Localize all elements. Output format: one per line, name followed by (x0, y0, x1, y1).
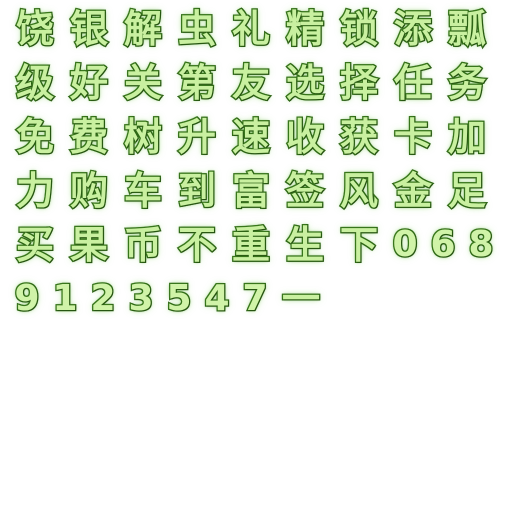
glyph-row-4: 力 购 车 到 富 签 风 金 足 (8, 164, 508, 218)
glyph-yi: 一 (281, 277, 322, 321)
glyph-tian: 添 (393, 7, 434, 51)
glyph-guan: 关 (123, 61, 164, 105)
glyph-jin: 金 (393, 169, 434, 213)
glyph-digit-9: 9 (13, 278, 41, 319)
glyph-shou: 收 (285, 115, 326, 159)
glyph-jing: 精 (285, 7, 326, 51)
glyph-row-5: 买 果 币 不 重 生 下 0 6 8 (8, 218, 508, 272)
glyph-sheng-up: 升 (177, 115, 218, 159)
glyph-dao: 到 (177, 169, 218, 213)
glyph-you: 友 (231, 61, 272, 105)
glyph-digit-0: 0 (391, 224, 419, 265)
glyph-xia: 下 (339, 223, 380, 267)
glyph-bu: 不 (177, 223, 218, 267)
glyph-ren: 任 (393, 61, 434, 105)
glyph-jie: 解 (123, 7, 164, 51)
glyph-digit-5: 5 (165, 278, 193, 319)
glyph-sheng-life: 生 (285, 223, 326, 267)
glyph-fu: 富 (231, 169, 272, 213)
glyph-digit-6: 6 (429, 224, 457, 265)
glyph-piao: 瓢 (447, 7, 488, 51)
glyph-ji: 级 (15, 61, 56, 105)
glyph-shu: 树 (123, 115, 164, 159)
glyph-digit-3: 3 (127, 278, 155, 319)
glyph-row-2: 级 好 关 第 友 选 择 任 务 (8, 56, 508, 110)
glyph-guo: 果 (69, 223, 110, 267)
glyph-chong: 虫 (177, 7, 218, 51)
glyph-qian: 签 (285, 169, 326, 213)
glyph-ze: 择 (339, 61, 380, 105)
glyph-row-3: 免 费 树 升 速 收 获 卡 加 (8, 110, 508, 164)
glyph-di: 第 (177, 61, 218, 105)
glyph-row-6: 9 1 2 3 5 4 7 一 (8, 272, 508, 326)
glyph-bi: 币 (123, 223, 164, 267)
glyph-digit-4: 4 (203, 278, 231, 319)
glyph-huo: 获 (339, 115, 380, 159)
glyph-row-1: 饶 银 解 虫 礼 精 锁 添 瓢 (8, 2, 508, 56)
glyph-rao: 饶 (15, 7, 56, 51)
glyph-mai: 买 (15, 223, 56, 267)
glyph-xuan: 选 (285, 61, 326, 105)
glyph-gou: 购 (69, 169, 110, 213)
glyph-che: 车 (123, 169, 164, 213)
glyph-li-power: 力 (15, 169, 56, 213)
glyph-zu: 足 (447, 169, 488, 213)
glyph-digit-1: 1 (51, 278, 79, 319)
glyph-feng: 风 (339, 169, 380, 213)
glyph-jia: 加 (447, 115, 488, 159)
glyph-hao: 好 (69, 61, 110, 105)
glyph-suo: 锁 (339, 7, 380, 51)
glyph-atlas: 饶 银 解 虫 礼 精 锁 添 瓢 级 好 关 第 友 选 择 任 务 免 费 … (8, 2, 508, 332)
glyph-yin: 银 (69, 7, 110, 51)
glyph-mian: 免 (15, 115, 56, 159)
glyph-fei: 费 (69, 115, 110, 159)
glyph-wu: 务 (447, 61, 488, 105)
glyph-digit-8: 8 (467, 224, 495, 265)
glyph-ka: 卡 (393, 115, 434, 159)
glyph-zhong: 重 (231, 223, 272, 267)
glyph-digit-7: 7 (241, 278, 269, 319)
glyph-li: 礼 (231, 7, 272, 51)
glyph-su: 速 (231, 115, 272, 159)
glyph-digit-2: 2 (89, 278, 117, 319)
